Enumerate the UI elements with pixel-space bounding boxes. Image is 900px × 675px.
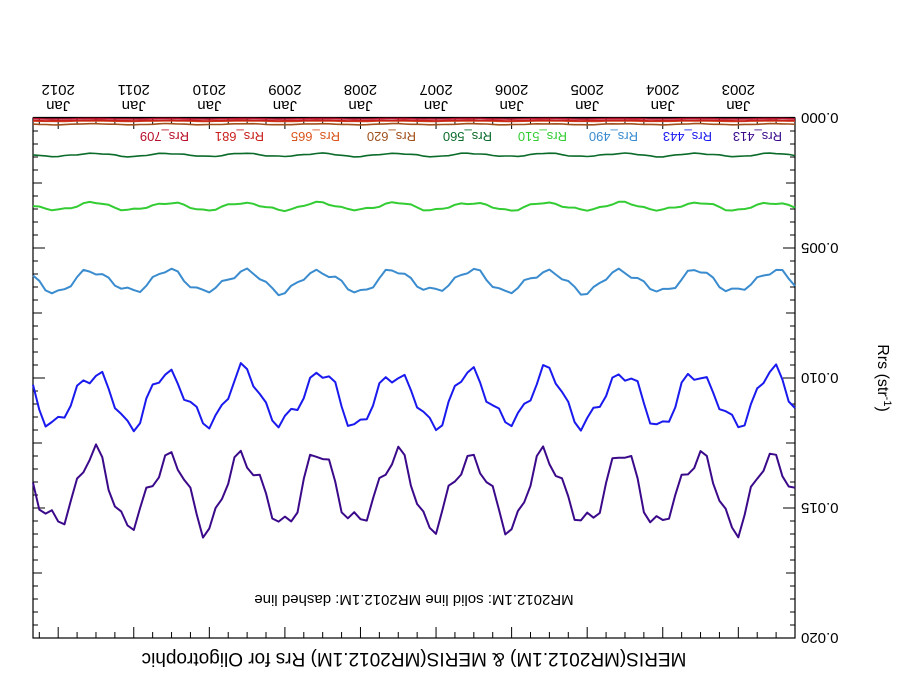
legend-entry-rrs-620: Rrs_620 (367, 129, 416, 144)
plot-frame (32, 117, 796, 639)
chart-title: MERIS(MR2012.1M) & MERIS(MR2012.1M) Rrs … (142, 648, 687, 669)
legend-entry-rrs-413: Rrs_413 (733, 129, 782, 144)
y-tick-label: 0.005 (801, 239, 839, 256)
x-axis: Jan2003Jan2004Jan2005Jan2006Jan2007Jan20… (38, 81, 796, 638)
x-tick-label-year: 2007 (419, 81, 452, 98)
x-tick-label-month: Jan (46, 97, 70, 114)
x-tick-label-year: 2009 (268, 81, 301, 98)
y-axis-label-text: Rrs (str (874, 344, 891, 397)
x-tick-label-month: Jan (273, 97, 297, 114)
series-line-rrs-681 (32, 119, 796, 122)
series-line-rrs-510 (32, 200, 796, 213)
legend-entry-rrs-510: Rrs_510 (518, 129, 567, 144)
series-line-rrs-620 (32, 122, 796, 126)
x-tick-label-year: 2006 (495, 81, 528, 98)
y-tick-label: 0.000 (801, 109, 839, 126)
x-tick-label-month: Jan (575, 97, 599, 114)
x-tick-label-year: 2004 (646, 81, 679, 98)
x-tick-label-year: 2008 (344, 81, 377, 98)
series-line-rrs-443 (32, 362, 796, 433)
series-lines (32, 116, 796, 539)
x-tick-label-month: Jan (197, 97, 221, 114)
y-tick-label: 0.020 (801, 629, 839, 646)
x-tick-label-month: Jan (122, 97, 146, 114)
x-tick-label-month: Jan (424, 97, 448, 114)
y-axis: 0.000 0.005 0.010 0.015 0.020 (33, 109, 839, 646)
legend: Rrs_413 Rrs_443 Rrs_490 Rrs_510 Rrs_560 Rrs_6… (140, 129, 782, 144)
x-tick-label-month: Jan (348, 97, 372, 114)
legend-entry-rrs-709: Rrs_709 (140, 129, 189, 144)
x-tick-label-year: 2012 (42, 81, 75, 98)
series-line-rrs-490 (32, 267, 796, 297)
y-axis-label: Rrs (str-1) (874, 344, 893, 412)
y-axis-label-superscript: -1 (881, 397, 893, 407)
legend-entry-rrs-560: Rrs_560 (443, 129, 492, 144)
x-tick-label-year: 2005 (570, 81, 603, 98)
legend-entry-rrs-443: Rrs_443 (663, 129, 712, 144)
x-tick-label-month: Jan (651, 97, 675, 114)
x-tick-label-year: 2003 (722, 81, 755, 98)
y-tick-label: 0.015 (801, 499, 839, 516)
y-tick-label: 0.010 (801, 369, 839, 386)
series-line-rrs-413 (32, 443, 796, 539)
series-line-rrs-560 (32, 152, 796, 158)
x-tick-label-year: 2011 (118, 81, 150, 98)
legend-entry-rrs-681: Rrs_681 (215, 129, 264, 144)
series-line-rrs-709 (32, 117, 796, 120)
legend-entry-rrs-490: Rrs_490 (589, 129, 638, 144)
line-style-note: MR2012.1M: solid line MR2012.1M: dashed … (254, 591, 573, 608)
legend-entry-rrs-665: Rrs_665 (291, 129, 340, 144)
x-tick-label-year: 2010 (193, 81, 226, 98)
x-tick-label-month: Jan (726, 97, 750, 114)
y-axis-label-suffix: ) (874, 406, 891, 411)
x-tick-label-month: Jan (500, 97, 524, 114)
